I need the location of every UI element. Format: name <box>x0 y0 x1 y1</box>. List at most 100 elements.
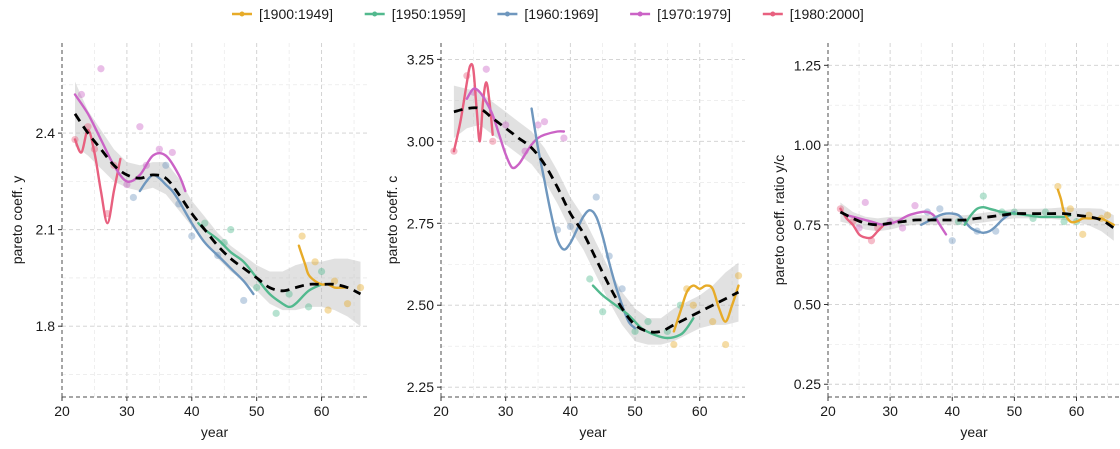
series-line <box>73 93 187 193</box>
data-point <box>285 290 293 298</box>
x-tick-label: 40 <box>184 403 200 419</box>
data-point <box>861 198 869 207</box>
legend-item-1900-1949: [1900:1949] <box>232 6 333 22</box>
legend-label: [1950:1959] <box>392 6 466 22</box>
y-tick-label: 1.8 <box>36 318 56 334</box>
series-line <box>591 284 695 340</box>
x-tick-label: 50 <box>627 403 643 419</box>
series-line <box>530 107 637 330</box>
data-point <box>240 296 248 305</box>
y-tick-label: 1.00 <box>794 137 821 153</box>
series-line <box>197 222 323 309</box>
data-point <box>201 219 209 227</box>
data-point <box>489 137 497 145</box>
panel-pareto-coeff-c: 20 30 40 50 60 2.25 2.50 2.75 3.00 3.25 year pareto… <box>384 43 745 440</box>
panel-pareto-coeff-ratio: 20 30 40 50 60 0.25 0.50 0.75 1.00 1.25 year pareto… <box>771 43 1120 440</box>
legend-label: [1960:1969] <box>524 6 598 22</box>
series-line <box>73 128 122 225</box>
data-point <box>898 224 907 232</box>
data-point <box>644 318 652 326</box>
x-tick-label: 60 <box>692 403 708 419</box>
y-tick-label: 2.1 <box>36 222 56 238</box>
series-line <box>1056 188 1115 226</box>
legend-label: [1900:1949] <box>259 6 333 22</box>
y-tick-label: 1.25 <box>794 57 821 73</box>
y-axis-title: pareto coeff. y <box>9 176 25 264</box>
x-axis-title: year <box>960 424 988 440</box>
y-tick-label: 3.25 <box>407 51 434 67</box>
x-tick-label: 20 <box>433 403 449 419</box>
legend-key-dot <box>239 11 245 17</box>
legend-key-dot <box>504 11 510 17</box>
data-point <box>317 267 326 276</box>
data-point <box>599 308 607 316</box>
x-tick-label: 30 <box>119 403 135 419</box>
series-line <box>465 87 566 170</box>
data-point <box>311 258 319 266</box>
x-axis-title: year <box>579 424 607 440</box>
legend-key-dot <box>637 11 643 17</box>
x-tick-label: 20 <box>54 403 70 419</box>
y-tick-label: 2.75 <box>407 215 434 231</box>
y-tick-label: 2.25 <box>407 379 434 395</box>
legend-key-dot <box>372 11 378 17</box>
x-axis-title: year <box>201 424 229 440</box>
x-tick-label: 60 <box>314 403 330 419</box>
overall-trend-line <box>839 210 1115 230</box>
legend: [1900:1949] [1950:1959] [1960:1969] [1970:1… <box>232 6 864 22</box>
data-point <box>586 275 594 283</box>
x-tick-label: 50 <box>1007 403 1023 419</box>
data-point <box>298 232 306 240</box>
data-point <box>1060 217 1068 226</box>
data-point <box>631 327 639 336</box>
y-axis-title: pareto coeff. ratio y/c <box>771 155 787 285</box>
y-tick-label: 0.25 <box>794 376 821 392</box>
data-point <box>136 123 144 131</box>
legend-item-1980-2000: [1980:2000] <box>762 6 864 22</box>
grid <box>441 43 745 397</box>
confidence-band <box>453 85 739 345</box>
series-line <box>138 173 255 296</box>
data-point <box>324 306 332 314</box>
x-tick-label: 60 <box>1069 403 1085 419</box>
data-point <box>911 202 919 210</box>
data-point <box>1079 230 1087 238</box>
data-point <box>1103 211 1112 219</box>
series-line <box>672 284 740 333</box>
series-line <box>920 210 1016 234</box>
legend-label: [1980:2000] <box>790 6 864 22</box>
x-tick-label: 30 <box>498 403 514 419</box>
grid <box>828 43 1120 397</box>
data-point <box>1085 211 1093 219</box>
data-point <box>936 205 944 213</box>
data-point <box>162 161 170 169</box>
x-tick-label: 20 <box>820 403 836 419</box>
data-point <box>689 301 697 309</box>
data-point <box>721 340 730 349</box>
data-point <box>948 237 956 245</box>
panel-pareto-coeff-y: 20 30 40 50 60 1.8 2.1 2.4 year pareto coeff. y <box>9 43 367 440</box>
data-point <box>304 303 313 311</box>
series-line <box>839 207 886 240</box>
y-tick-label: 3.00 <box>407 133 434 149</box>
y-tick-label: 2.50 <box>407 297 434 313</box>
data-point <box>709 318 717 326</box>
legend-item-1970-1979: [1970:1979] <box>630 6 731 22</box>
x-tick-label: 40 <box>944 403 960 419</box>
data-point <box>129 193 137 202</box>
plot-area <box>71 65 365 327</box>
confidence-band <box>75 81 361 327</box>
data-point <box>97 65 105 73</box>
legend-item-1950-1959: [1950:1959] <box>364 6 466 22</box>
data-point <box>670 340 678 349</box>
confidence-band <box>840 202 1114 241</box>
data-point <box>534 121 542 129</box>
data-point <box>592 193 600 201</box>
data-point <box>272 309 280 317</box>
data-point <box>482 65 490 73</box>
data-point <box>168 148 176 157</box>
data-point <box>979 192 987 200</box>
x-tick-label: 50 <box>249 403 265 419</box>
y-tick-label: 0.50 <box>794 297 821 313</box>
